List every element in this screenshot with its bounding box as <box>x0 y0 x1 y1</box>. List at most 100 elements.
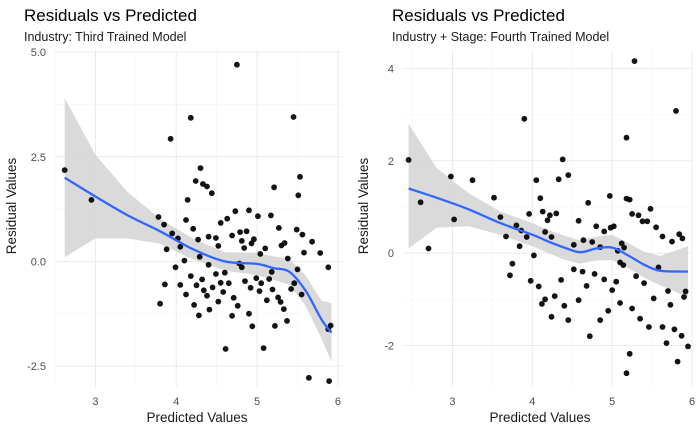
residual-point <box>291 280 298 287</box>
residual-point <box>613 278 620 285</box>
residual-point <box>583 283 590 289</box>
y-tick-label: -2.5 <box>27 361 46 373</box>
residual-point <box>451 216 457 223</box>
residual-point <box>655 264 662 271</box>
residual-point <box>225 280 232 287</box>
residual-point <box>559 156 566 163</box>
residual-point <box>263 297 270 304</box>
y-tick-label: -2 <box>384 340 394 352</box>
residual-point <box>256 288 263 294</box>
residual-point <box>671 326 678 333</box>
residual-point <box>601 228 608 235</box>
residual-point <box>272 323 278 329</box>
residual-point <box>580 237 587 244</box>
residual-point <box>208 190 215 197</box>
residual-point <box>204 292 210 299</box>
residual-point <box>539 208 546 215</box>
residual-point <box>659 324 666 330</box>
residual-point <box>157 300 164 307</box>
residual-point <box>579 268 586 275</box>
plot-area: 3 4 5 6 -2.5 0.0 2.5 5.0 <box>27 47 342 408</box>
x-tick-label: 4 <box>529 396 535 408</box>
residual-point <box>169 230 176 237</box>
y-tick-label: 4 <box>388 63 394 75</box>
residual-point <box>213 271 219 277</box>
plot-area: 3 4 5 6 -2 0 2 4 <box>384 50 695 408</box>
residual-point <box>230 294 237 301</box>
residual-point <box>232 208 239 215</box>
residual-point <box>591 271 598 277</box>
residual-point <box>306 374 312 381</box>
chart-subtitle: Industry + Stage: Fourth Trained Model <box>392 30 609 44</box>
residual-point <box>277 299 284 305</box>
residual-point <box>644 218 651 225</box>
x-tick-label: 5 <box>609 396 615 408</box>
residual-point <box>605 307 612 314</box>
residual-point <box>191 302 198 308</box>
residual-point <box>183 291 189 298</box>
residual-point <box>667 301 674 308</box>
residual-point <box>284 318 290 324</box>
residual-point <box>290 114 297 120</box>
residual-point <box>155 214 162 220</box>
residual-point <box>293 226 300 233</box>
residual-point <box>195 236 202 243</box>
residual-point <box>167 135 174 142</box>
residual-point <box>266 276 273 282</box>
residual-point <box>234 61 240 68</box>
residual-point <box>246 207 252 214</box>
residual-point <box>509 260 516 267</box>
residual-point <box>659 233 666 240</box>
residual-point <box>626 350 633 357</box>
residual-point <box>196 253 203 260</box>
residual-point <box>555 176 562 183</box>
residual-point <box>617 259 623 266</box>
x-axis-title: Predicted Values <box>146 410 247 425</box>
residual-point <box>663 340 670 346</box>
y-tick-label: 2.5 <box>31 152 46 164</box>
residual-point <box>215 298 222 305</box>
residual-point <box>531 252 537 259</box>
residual-point <box>539 301 545 307</box>
residual-point <box>617 300 623 306</box>
residual-point <box>234 302 241 309</box>
residual-point <box>425 245 432 252</box>
y-tick-label: 0.0 <box>31 256 46 268</box>
y-axis-title: Residual Values <box>356 157 371 254</box>
residual-point <box>276 225 282 231</box>
confidence-band <box>408 123 688 298</box>
residual-point <box>665 288 671 294</box>
residual-point <box>281 240 288 246</box>
residual-point <box>558 277 564 283</box>
residual-point <box>526 211 532 217</box>
residual-point <box>229 312 236 319</box>
residual-point <box>222 346 229 352</box>
residual-point <box>237 229 244 236</box>
residual-point <box>309 238 315 245</box>
residual-point <box>544 217 551 224</box>
smooth-trend-line <box>408 187 689 273</box>
residual-point <box>248 240 255 247</box>
residual-point <box>586 333 593 340</box>
residual-point <box>243 228 250 235</box>
residual-point <box>678 332 685 339</box>
residual-point <box>297 173 303 180</box>
x-tick-label: 3 <box>449 396 455 408</box>
residual-point <box>681 294 687 300</box>
residual-point <box>298 291 305 298</box>
residual-point <box>585 199 592 206</box>
residual-point <box>204 183 210 190</box>
left-chart-panel: Residuals vs Predicted Industry: Third T… <box>4 6 342 425</box>
residual-point <box>268 212 274 219</box>
residual-point <box>257 251 264 257</box>
residual-point <box>190 225 197 232</box>
residual-point <box>183 217 189 223</box>
residual-point <box>209 284 216 291</box>
residual-point <box>295 192 302 199</box>
residual-point <box>553 210 560 217</box>
residual-point <box>249 323 256 330</box>
residual-point <box>271 184 277 191</box>
residual-point <box>327 322 334 329</box>
residual-point <box>635 212 642 219</box>
residual-point <box>682 288 689 295</box>
